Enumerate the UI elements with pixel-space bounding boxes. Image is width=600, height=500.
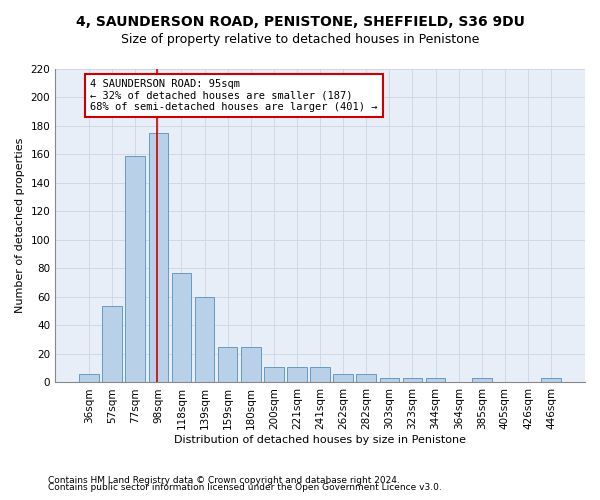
Bar (195, 297, 214, 382)
Text: 4, SAUNDERSON ROAD, PENISTONE, SHEFFIELD, S36 9DU: 4, SAUNDERSON ROAD, PENISTONE, SHEFFIELD… (76, 15, 524, 29)
Bar (287, 367, 307, 382)
Text: 4 SAUNDERSON ROAD: 95sqm
← 32% of detached houses are smaller (187)
68% of semi-: 4 SAUNDERSON ROAD: 95sqm ← 32% of detach… (90, 79, 378, 112)
X-axis label: Distribution of detached houses by size in Penistone: Distribution of detached houses by size … (174, 435, 466, 445)
Bar (403, 378, 422, 382)
Bar (125, 156, 145, 382)
Bar (172, 272, 191, 382)
Text: Contains HM Land Registry data © Crown copyright and database right 2024.: Contains HM Land Registry data © Crown c… (48, 476, 400, 485)
Bar (334, 374, 353, 382)
Text: Size of property relative to detached houses in Penistone: Size of property relative to detached ho… (121, 32, 479, 46)
Y-axis label: Number of detached properties: Number of detached properties (15, 138, 25, 314)
Bar (426, 378, 445, 382)
Text: Contains public sector information licensed under the Open Government Licence v3: Contains public sector information licen… (48, 484, 442, 492)
Bar (264, 367, 284, 382)
Bar (103, 306, 122, 382)
Bar (380, 378, 399, 382)
Bar (149, 133, 168, 382)
Bar (241, 347, 260, 382)
Bar (310, 367, 330, 382)
Bar (218, 347, 238, 382)
Bar (541, 378, 561, 382)
Bar (472, 378, 491, 382)
Bar (356, 374, 376, 382)
Bar (79, 374, 99, 382)
